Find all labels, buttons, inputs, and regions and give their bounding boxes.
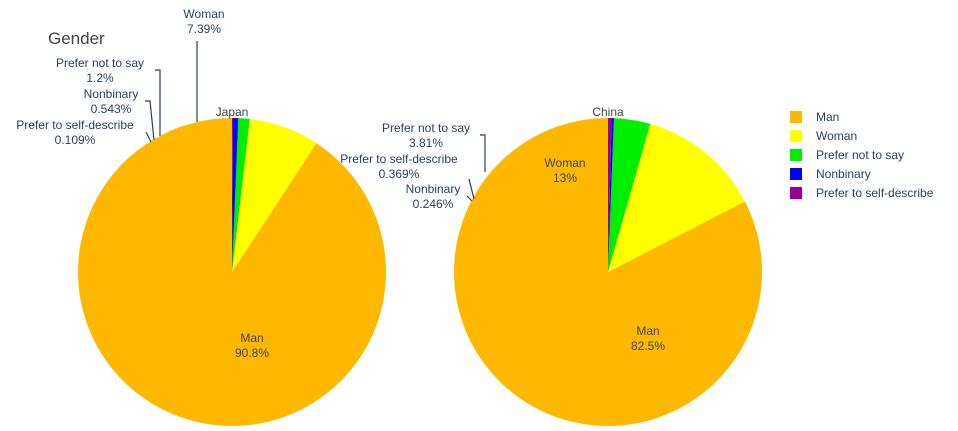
slice-label-china-prefer-to-self-describe: Prefer to self-describe 0.369% — [340, 152, 458, 181]
slice-label-china-prefer-not-to-say: Prefer not to say 3.81% — [382, 121, 470, 150]
chart-title: Gender — [48, 29, 105, 48]
leader-line-japan-prefer-not-to-say — [155, 69, 161, 136]
leader-line-japan-nonbinary — [145, 100, 155, 141]
pie-title-japan: Japan — [216, 105, 249, 119]
legend-item-prefer-not-to-say[interactable]: Prefer not to say — [790, 148, 904, 162]
slice-label-japan-prefer-not-to-say: Prefer not to say 1.2% — [56, 56, 144, 85]
slice-china-man[interactable] — [453, 117, 762, 426]
legend-label-woman: Woman — [816, 129, 857, 143]
slice-label-china-nonbinary: Nonbinary 0.246% — [406, 182, 461, 211]
slice-japan-man[interactable] — [78, 118, 387, 426]
slice-label-china-man: Man 82.5% — [631, 324, 665, 353]
slice-china-woman[interactable] — [608, 123, 745, 272]
leader-line-japan-prefer-to-self-describe — [145, 131, 152, 143]
leader-line-china-prefer-not-to-say — [480, 134, 486, 172]
pie-charts: Japan Man 90.8% Woman 7.39% Prefer not to say… — [16, 7, 762, 426]
leader-line-china-prefer-to-self-describe — [468, 178, 475, 200]
slice-china-nonbinary[interactable] — [608, 118, 614, 272]
slice-japan-prefer-not-to-say[interactable] — [232, 118, 250, 272]
slice-japan-prefer-to-self-describe[interactable] — [232, 117, 234, 272]
legend-item-prefer-to-self-describe[interactable]: Prefer to self-describe — [790, 186, 934, 200]
slice-japan-woman[interactable] — [232, 119, 317, 272]
slice-china-prefer-not-to-say[interactable] — [608, 118, 651, 273]
legend-item-man[interactable]: Man — [790, 110, 839, 124]
slice-china-prefer-to-self-describe[interactable] — [608, 117, 612, 272]
pie-japan: Japan Man 90.8% Woman 7.39% Prefer not to say… — [16, 7, 387, 426]
slice-label-japan-prefer-to-self-describe: Prefer to self-describe 0.109% — [16, 118, 134, 147]
legend-swatch-man — [790, 111, 802, 123]
pie-title-china: China — [592, 105, 624, 119]
legend-swatch-prefer-not-to-say — [790, 149, 802, 161]
slice-label-china-woman: Woman 13% — [544, 156, 585, 185]
leader-line-china-nonbinary — [466, 195, 473, 202]
legend-label-prefer-to-self-describe: Prefer to self-describe — [816, 186, 934, 200]
legend-label-prefer-not-to-say: Prefer not to say — [816, 148, 904, 162]
legend-swatch-nonbinary — [790, 168, 802, 180]
legend[interactable]: Man Woman Prefer not to say Nonbinary Prefer… — [790, 110, 934, 200]
slice-label-japan-woman: Woman 7.39% — [183, 7, 224, 36]
legend-swatch-prefer-to-self-describe — [790, 187, 802, 199]
slice-japan-nonbinary[interactable] — [232, 118, 239, 272]
legend-item-woman[interactable]: Woman — [790, 129, 857, 143]
legend-label-nonbinary: Nonbinary — [816, 167, 871, 181]
legend-item-nonbinary[interactable]: Nonbinary — [790, 167, 871, 181]
pie-china: China Man 82.5% Woman 13% Prefer not to say 3.… — [340, 105, 762, 426]
slice-label-japan-nonbinary: Nonbinary 0.543% — [84, 87, 139, 116]
slice-label-japan-man: Man 90.8% — [235, 331, 269, 360]
legend-label-man: Man — [816, 110, 839, 124]
legend-swatch-woman — [790, 130, 802, 142]
